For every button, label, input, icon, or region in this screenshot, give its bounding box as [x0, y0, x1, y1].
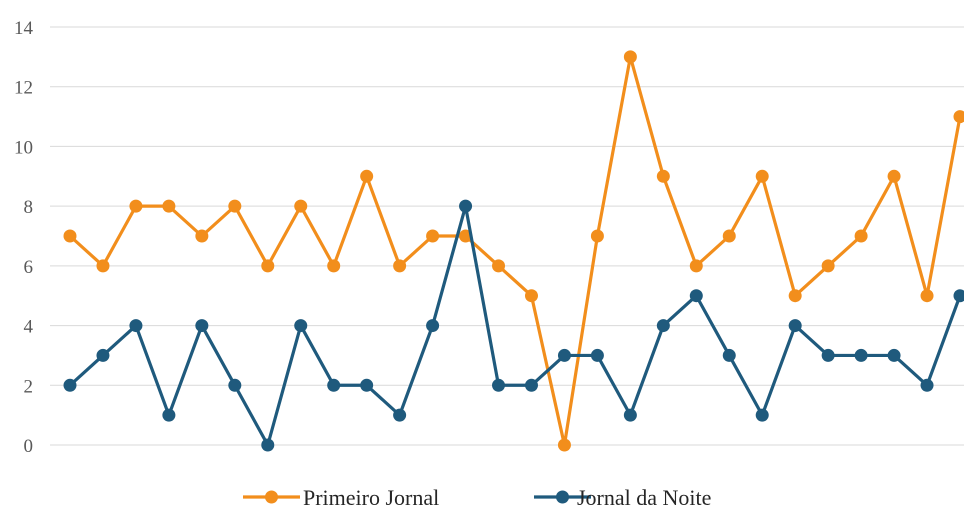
data-point	[96, 348, 110, 362]
data-point	[590, 229, 604, 243]
data-point	[129, 199, 143, 213]
data-point	[228, 199, 242, 213]
y-tick-label: 10	[14, 137, 33, 158]
data-point	[360, 378, 374, 392]
data-point	[360, 169, 374, 183]
y-tick-label: 0	[24, 436, 34, 457]
data-point	[722, 229, 736, 243]
series-line	[68, 55, 962, 447]
legend-item: Jornal da Noite	[534, 485, 711, 510]
data-point	[492, 378, 506, 392]
data-point	[689, 289, 703, 303]
series-2	[63, 199, 964, 452]
data-point	[228, 378, 242, 392]
data-point	[195, 229, 209, 243]
legend-item: Primeiro Jornal	[243, 485, 439, 510]
data-point	[492, 259, 506, 273]
data-point	[524, 378, 538, 392]
data-point	[393, 408, 407, 422]
data-point	[689, 259, 703, 273]
data-point	[656, 169, 670, 183]
data-point	[557, 348, 571, 362]
data-point	[590, 348, 604, 362]
legend: Primeiro Jornal Jornal da Noite	[243, 485, 711, 510]
data-point	[426, 229, 440, 243]
data-point	[557, 438, 571, 452]
data-point	[393, 259, 407, 273]
data-point	[327, 259, 341, 273]
data-point	[294, 319, 308, 333]
data-point	[261, 438, 275, 452]
y-tick-label: 2	[24, 376, 34, 397]
data-point	[821, 259, 835, 273]
y-axis-tick-labels: 0 2 4 6 8 10 12 14	[14, 18, 34, 457]
legend-label: Primeiro Jornal	[303, 485, 439, 510]
data-point	[63, 378, 77, 392]
data-point	[294, 199, 308, 213]
data-point	[195, 319, 209, 333]
data-point	[722, 348, 736, 362]
y-tick-label: 14	[14, 18, 34, 39]
data-point	[459, 229, 473, 243]
data-point	[887, 169, 901, 183]
data-point	[788, 319, 802, 333]
data-point	[327, 378, 341, 392]
series-1	[63, 50, 964, 452]
data-point	[755, 408, 769, 422]
data-point	[426, 319, 440, 333]
data-point	[656, 319, 670, 333]
y-tick-label: 12	[14, 78, 33, 99]
data-point	[623, 408, 637, 422]
data-point	[524, 289, 538, 303]
data-point	[920, 378, 934, 392]
legend-marker-swatch	[556, 490, 569, 504]
data-point	[953, 110, 964, 124]
data-point	[96, 259, 110, 273]
data-point	[162, 199, 176, 213]
data-point	[63, 229, 77, 243]
data-point	[755, 169, 769, 183]
data-point	[953, 289, 964, 303]
data-point	[129, 319, 143, 333]
y-tick-label: 6	[24, 257, 34, 278]
data-point	[854, 348, 868, 362]
data-point	[821, 348, 835, 362]
y-tick-label: 8	[24, 197, 34, 218]
data-point	[887, 348, 901, 362]
y-tick-label: 4	[24, 317, 34, 338]
data-point	[920, 289, 934, 303]
data-point	[788, 289, 802, 303]
data-point	[623, 50, 637, 64]
gridlines	[50, 26, 964, 446]
data-point	[459, 199, 473, 213]
data-point	[854, 229, 868, 243]
legend-label: Jornal da Noite	[577, 485, 711, 510]
data-point	[162, 408, 176, 422]
series-line	[68, 204, 962, 447]
data-point	[261, 259, 275, 273]
series-layer	[63, 50, 964, 452]
legend-marker-swatch	[265, 490, 278, 504]
